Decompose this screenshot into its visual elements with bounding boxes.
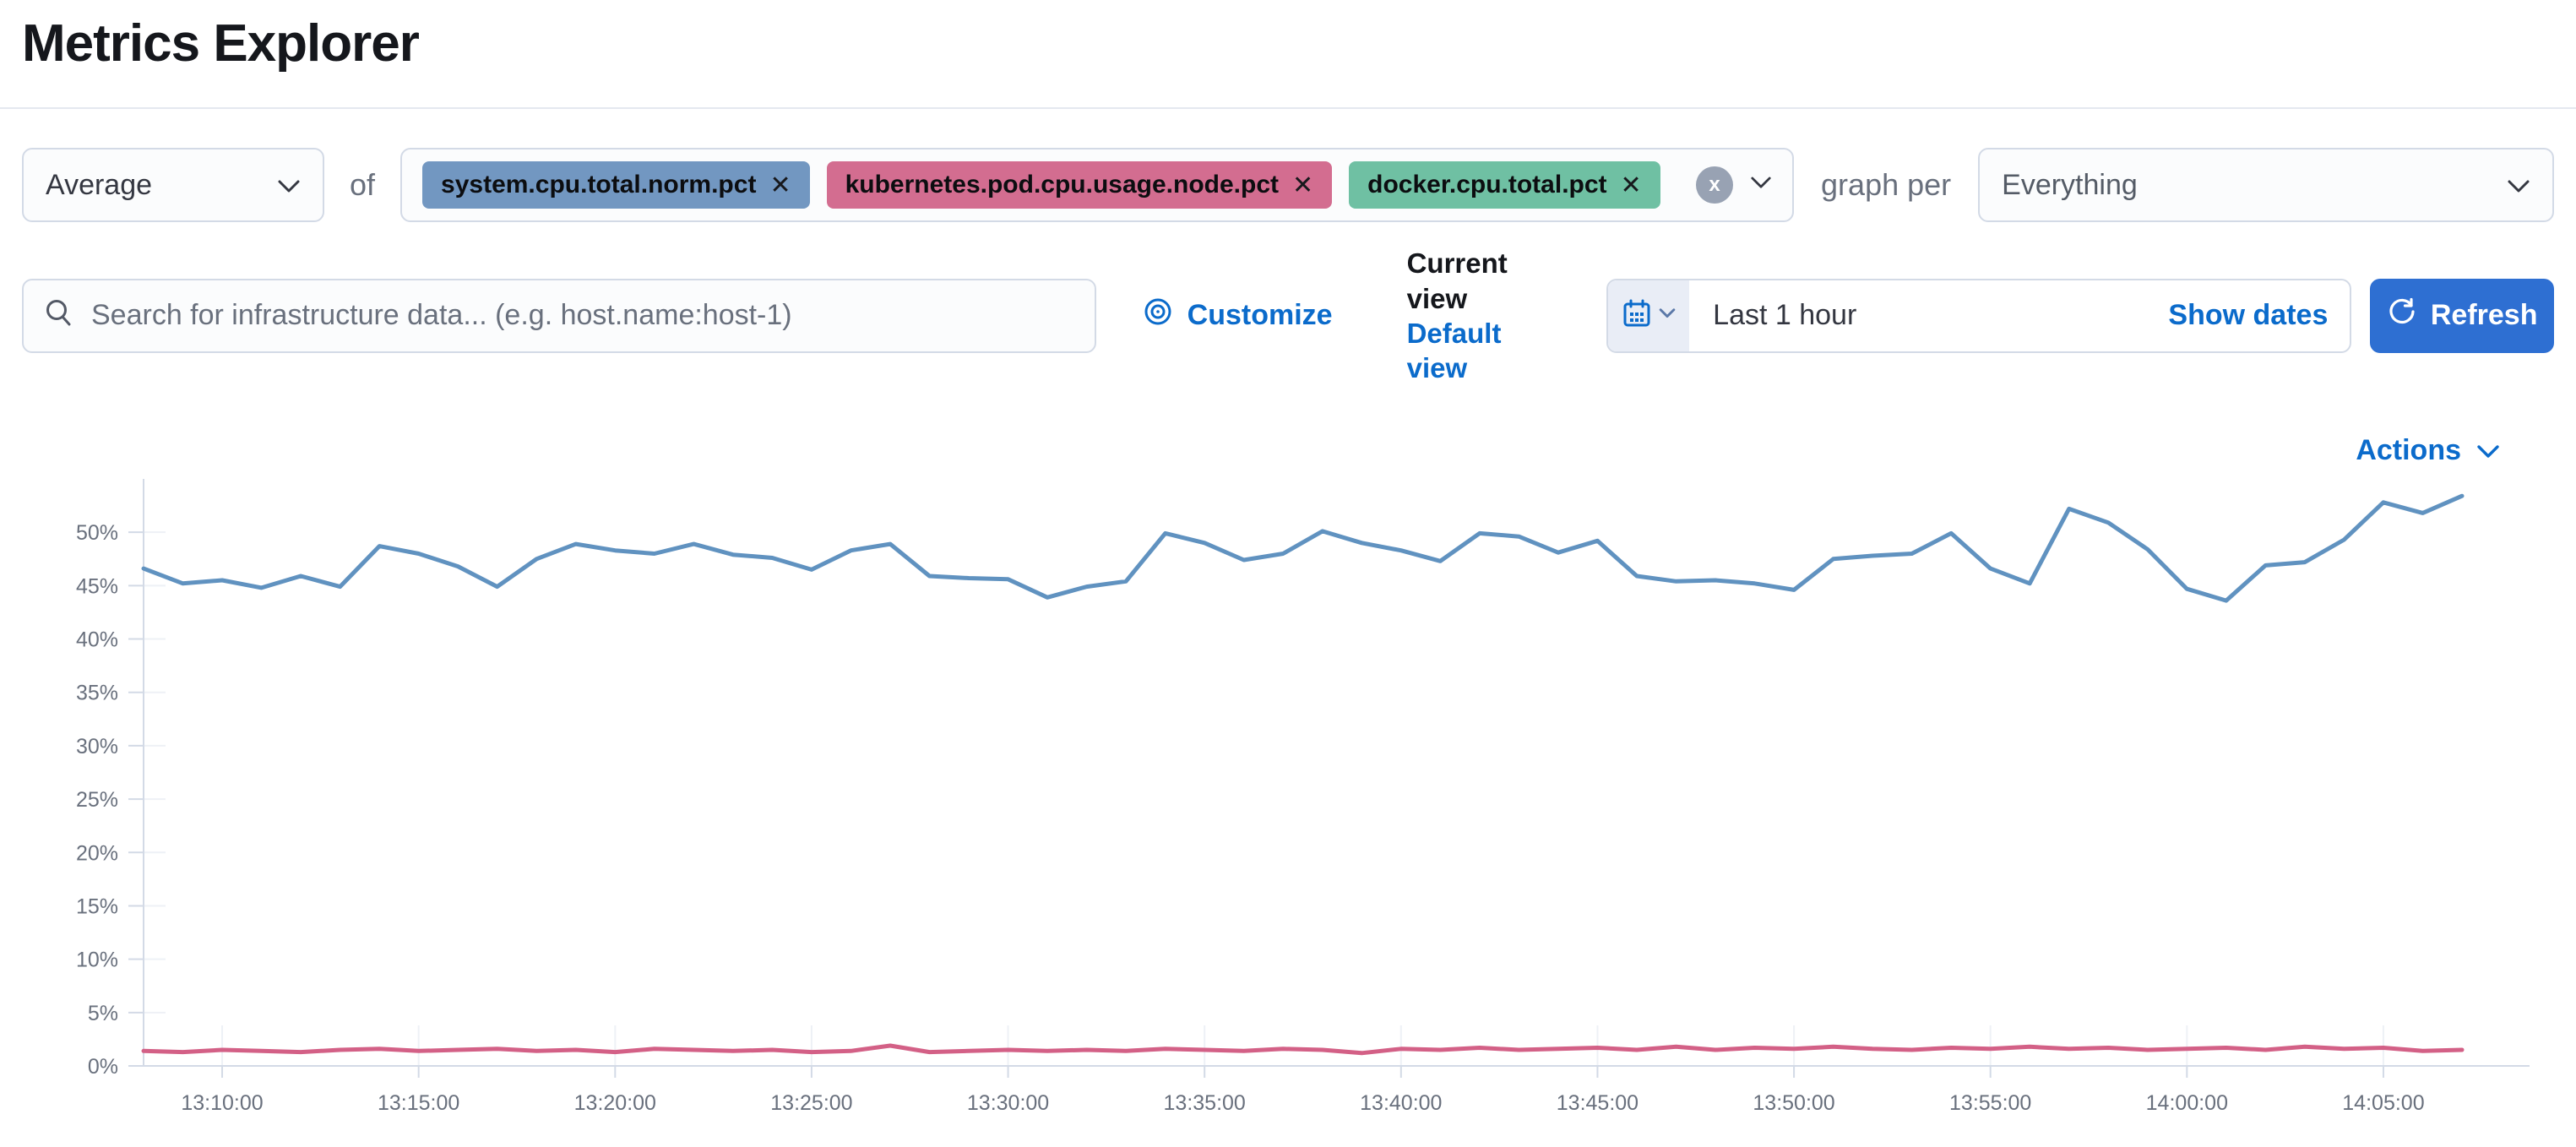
current-view-label: Current view bbox=[1406, 247, 1508, 314]
svg-text:25%: 25% bbox=[76, 788, 118, 812]
svg-text:13:30:00: 13:30:00 bbox=[967, 1091, 1049, 1115]
refresh-button[interactable]: Refresh bbox=[2370, 278, 2554, 353]
customize-button[interactable]: Customize bbox=[1142, 296, 1333, 335]
actions-label: Actions bbox=[2356, 434, 2461, 467]
svg-text:45%: 45% bbox=[76, 575, 118, 599]
metrics-chart[interactable]: 0% 5% 10% 15% 20% 25% 30% 35% 40% 45% 50% 13:10:00 1… bbox=[0, 470, 2576, 1147]
group-by-value: Everything bbox=[2002, 168, 2138, 201]
toolbar-row: Customize Current view Default view La bbox=[22, 246, 2554, 385]
clear-metrics-icon[interactable]: x bbox=[1696, 166, 1734, 204]
metrics-explorer-page: Metrics Explorer Average of system.cpu.t… bbox=[0, 14, 2576, 467]
metric-pill[interactable]: kubernetes.pod.cpu.usage.node.pct ✕ bbox=[826, 161, 1333, 209]
svg-text:14:00:00: 14:00:00 bbox=[2146, 1091, 2228, 1115]
refresh-label: Refresh bbox=[2430, 299, 2538, 332]
remove-metric-icon[interactable]: ✕ bbox=[769, 171, 791, 199]
header-divider bbox=[0, 107, 2576, 110]
chevron-down-icon[interactable] bbox=[1750, 176, 1772, 194]
chevron-down-icon bbox=[2507, 169, 2530, 202]
eye-icon bbox=[1142, 296, 1174, 335]
remove-metric-icon[interactable]: ✕ bbox=[1292, 171, 1314, 199]
time-range-value[interactable]: Last 1 hour bbox=[1713, 299, 1857, 332]
line-chart-canvas[interactable]: 0% 5% 10% 15% 20% 25% 30% 35% 40% 45% 50% 13:10:00 1… bbox=[0, 470, 2576, 1143]
chevron-down-icon bbox=[1659, 307, 1676, 323]
svg-text:0%: 0% bbox=[88, 1055, 118, 1079]
svg-text:40%: 40% bbox=[76, 628, 118, 652]
metric-pill[interactable]: docker.cpu.total.pct ✕ bbox=[1349, 161, 1660, 209]
view-switcher: Current view Default view bbox=[1407, 246, 1567, 385]
chevron-down-icon bbox=[2476, 434, 2500, 467]
svg-text:14:05:00: 14:05:00 bbox=[2342, 1091, 2424, 1115]
svg-text:10%: 10% bbox=[76, 949, 118, 972]
svg-text:13:20:00: 13:20:00 bbox=[574, 1091, 656, 1115]
svg-text:30%: 30% bbox=[76, 735, 118, 758]
metrics-combobox-controls: x bbox=[1696, 166, 1772, 204]
search-input[interactable] bbox=[90, 298, 1074, 334]
customize-label: Customize bbox=[1187, 299, 1333, 332]
of-label: of bbox=[350, 167, 376, 203]
query-builder-row: Average of system.cpu.total.norm.pct ✕ kub… bbox=[22, 148, 2554, 223]
svg-text:20%: 20% bbox=[76, 842, 118, 866]
svg-text:15%: 15% bbox=[76, 895, 118, 919]
graph-per-label: graph per bbox=[1821, 167, 1952, 203]
refresh-icon bbox=[2387, 296, 2417, 334]
chevron-down-icon bbox=[277, 169, 301, 202]
aggregation-select[interactable]: Average bbox=[22, 148, 324, 223]
metric-pills: system.cpu.total.norm.pct ✕ kubernetes.pod… bbox=[422, 161, 1677, 209]
metrics-combobox[interactable]: system.cpu.total.norm.pct ✕ kubernetes.pod… bbox=[400, 148, 1795, 223]
show-dates-link[interactable]: Show dates bbox=[2168, 299, 2329, 332]
svg-text:35%: 35% bbox=[76, 682, 118, 705]
actions-menu-button[interactable]: Actions bbox=[2356, 434, 2500, 467]
date-picker: Last 1 hour Show dates bbox=[1606, 278, 2352, 353]
calendar-icon bbox=[1622, 298, 1652, 333]
svg-text:13:25:00: 13:25:00 bbox=[770, 1091, 852, 1115]
page-title: Metrics Explorer bbox=[22, 14, 420, 73]
svg-text:13:35:00: 13:35:00 bbox=[1164, 1091, 1246, 1115]
svg-text:50%: 50% bbox=[76, 521, 118, 545]
group-by-select[interactable]: Everything bbox=[1978, 148, 2554, 223]
magnifier-icon bbox=[44, 298, 74, 333]
metric-pill-label: docker.cpu.total.pct bbox=[1367, 171, 1607, 199]
svg-text:5%: 5% bbox=[88, 1002, 118, 1025]
svg-text:13:10:00: 13:10:00 bbox=[181, 1091, 263, 1115]
default-view-link[interactable]: Default view bbox=[1406, 317, 1502, 384]
chart-header: Actions bbox=[22, 434, 2554, 467]
remove-metric-icon[interactable]: ✕ bbox=[1620, 171, 1642, 199]
metric-pill-label: kubernetes.pod.cpu.usage.node.pct bbox=[845, 171, 1279, 199]
svg-text:13:50:00: 13:50:00 bbox=[1753, 1091, 1834, 1115]
aggregation-value: Average bbox=[46, 168, 153, 201]
search-box[interactable] bbox=[22, 278, 1096, 353]
date-picker-quick-menu-button[interactable] bbox=[1608, 280, 1690, 351]
svg-text:13:55:00: 13:55:00 bbox=[1949, 1091, 2031, 1115]
metric-pill-label: system.cpu.total.norm.pct bbox=[441, 171, 757, 199]
svg-text:13:45:00: 13:45:00 bbox=[1557, 1091, 1639, 1115]
svg-text:13:40:00: 13:40:00 bbox=[1360, 1091, 1442, 1115]
metric-pill[interactable]: system.cpu.total.norm.pct ✕ bbox=[422, 161, 810, 209]
svg-text:13:15:00: 13:15:00 bbox=[378, 1091, 459, 1115]
